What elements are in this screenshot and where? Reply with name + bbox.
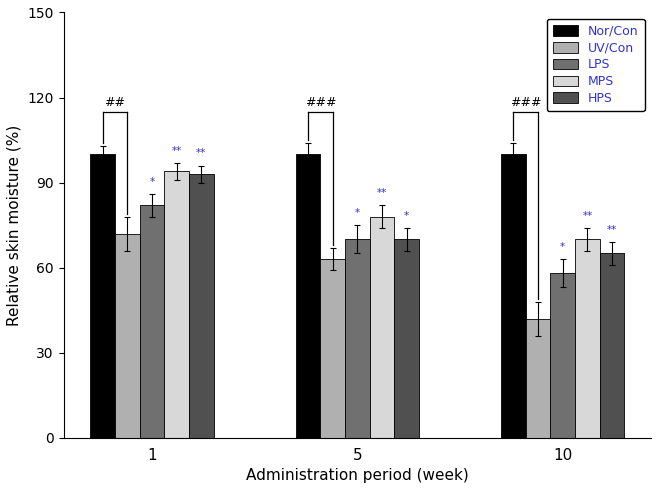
Bar: [320, 259, 345, 438]
Bar: [599, 253, 624, 438]
Text: *: *: [355, 208, 360, 218]
Text: **: **: [582, 211, 592, 221]
Y-axis label: Relative skin moisture (%): Relative skin moisture (%): [7, 124, 22, 326]
Text: ###: ###: [305, 96, 336, 109]
Bar: [189, 174, 214, 438]
X-axis label: Administration period (week): Administration period (week): [246, 468, 468, 483]
Legend: Nor/Con, UV/Con, LPS, MPS, HPS: Nor/Con, UV/Con, LPS, MPS, HPS: [547, 19, 645, 111]
Bar: [164, 171, 189, 438]
Text: **: **: [377, 188, 387, 198]
Bar: [115, 234, 139, 438]
Text: **: **: [196, 148, 207, 158]
Bar: [345, 239, 370, 438]
Bar: [526, 318, 550, 438]
Text: **: **: [172, 146, 182, 156]
Text: *: *: [149, 177, 155, 187]
Bar: [575, 239, 599, 438]
Text: **: **: [607, 225, 617, 235]
Bar: [139, 205, 164, 438]
Bar: [501, 154, 526, 438]
Bar: [295, 154, 320, 438]
Text: *: *: [404, 211, 409, 221]
Bar: [394, 239, 419, 438]
Text: ##: ##: [105, 96, 126, 109]
Text: ###: ###: [510, 96, 542, 109]
Text: *: *: [560, 242, 565, 252]
Bar: [370, 217, 394, 438]
Bar: [90, 154, 115, 438]
Bar: [550, 273, 575, 438]
